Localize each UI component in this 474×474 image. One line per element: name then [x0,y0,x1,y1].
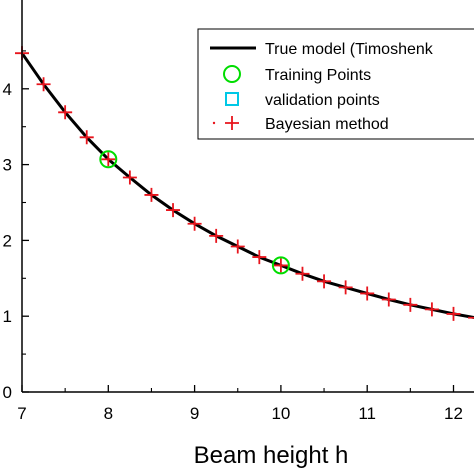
bayesian-point [360,286,375,301]
y-tick-label: 2 [3,231,12,250]
bayesian-point [403,297,418,312]
true-model-line [20,52,474,320]
bayesian-point [381,292,396,307]
y-tick-label: 3 [3,156,12,175]
bayesian-point [58,105,73,120]
x-tick-label: 12 [444,404,463,423]
x-tick-label: 11 [358,404,376,423]
legend-circle-swatch [223,65,241,83]
bayesian-point [36,77,51,92]
legend-square-swatch [225,92,239,106]
bayesian-point [317,274,332,289]
bayesian-point [273,258,288,273]
legend-label: Bayesian method [265,116,389,133]
x-axis-title: Beam height h [194,442,349,469]
bayesian-point [209,228,224,243]
legend-label: Training Points [265,67,371,84]
bayesian-point [166,203,181,218]
legend: True model (Timoshenk Training Points vali… [197,28,474,140]
training-point [99,150,118,169]
y-tick-label: 4 [3,80,12,99]
bayesian-point [101,152,116,167]
bayesian-point [187,216,202,231]
x-tick-label: 8 [104,404,113,423]
training-point [271,256,290,275]
legend-dot [212,121,216,125]
bayesian-point [468,316,474,319]
bayesian-point [338,280,353,295]
y-tick-label: 0 [3,383,12,402]
bayesian-point [295,266,310,281]
plot-area [15,46,474,321]
bayesian-point [446,306,461,321]
x-tick-label: 10 [271,404,290,423]
bayesian-point [144,187,159,202]
bayesian-point [252,250,267,265]
legend-plus-swatch [225,116,239,130]
legend-label: True model (Timoshenk [265,41,434,58]
bayesian-point [230,239,245,254]
x-tick-label: 9 [190,404,199,423]
y-tick-label: 1 [3,307,12,326]
bayesian-point [79,130,94,145]
x-tick-label: 7 [17,404,26,423]
bayesian-point [122,170,137,185]
bayesian-point [424,302,439,317]
legend-label: validation points [265,92,380,109]
